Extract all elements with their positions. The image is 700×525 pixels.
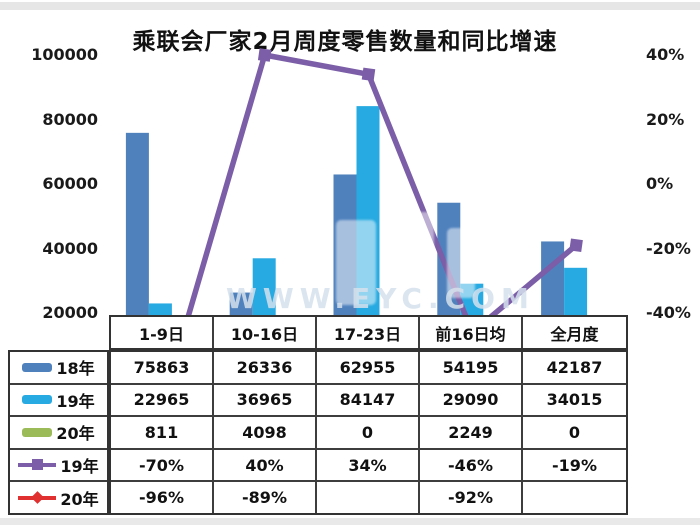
table-cell-19年-17-23日: 34% (317, 449, 420, 483)
table-legend-column: 18年 19年 20年 19年 20年 (8, 350, 109, 515)
table-header-cell: 10-16日 (214, 317, 317, 348)
y-axis-right-label: 40% (646, 45, 685, 64)
legend-label: 18年 (56, 359, 95, 379)
table-cell-20年-17-23日: 0 (317, 417, 420, 450)
bar-18年-全月度 (541, 241, 565, 317)
bar-19年-10-16日 (252, 258, 276, 317)
marker-19年-10-16日 (257, 48, 272, 62)
y-axis-right-label: -40% (646, 303, 691, 322)
legend-row-20年: 20年 (10, 417, 107, 450)
legend-row-19年: 19年 (10, 449, 107, 483)
y-axis-right-label: 20% (646, 109, 685, 129)
bottom-border-strip (0, 518, 700, 525)
legend-bar-swatch (22, 395, 53, 405)
table-cell-20年-前16日均: 2249 (420, 417, 523, 450)
table-cell-19年-10-16日: 40% (214, 449, 317, 483)
legend-row-20年: 20年 (10, 482, 107, 513)
table-cell-19年-1-9日: 22965 (111, 384, 214, 418)
bar-18年-10-16日 (229, 292, 253, 317)
table-cell-20年-17-23日 (317, 482, 420, 513)
table-data-grid: 75863 26336 62955 54195 42187 22965 36965 84147… (109, 350, 628, 515)
legend-row-18年: 18年 (10, 352, 107, 385)
bar-18年-17-23日 (333, 174, 357, 317)
y-axis-left-label: 100000 (31, 45, 98, 64)
table-cell-19年-1-9日: -70% (111, 449, 214, 483)
table-header-cell: 全月度 (523, 317, 626, 348)
y-axis-right-label: 0% (646, 174, 674, 193)
table-cell-19年-前16日均: 29090 (420, 384, 523, 418)
table-cell-20年-前16日均: -92% (420, 482, 523, 513)
table-cell-18年-全月度: 42187 (523, 352, 626, 385)
y-axis-left-label: 80000 (42, 109, 98, 129)
table-header-row: 1-9日 10-16日 17-23日 前16日均 全月度 (109, 315, 628, 350)
top-border-strip (0, 2, 700, 10)
table-cell-20年-10-16日: 4098 (214, 417, 317, 450)
marker-19年-17-23日 (361, 67, 376, 82)
table-header-cell: 前16日均 (420, 317, 523, 348)
table-cell-19年-10-16日: 36965 (214, 384, 317, 418)
y-axis-left-label: 40000 (42, 238, 98, 258)
table-cell-18年-1-9日: 75863 (111, 352, 214, 385)
table-cell-19年-全月度: 34015 (523, 384, 626, 418)
table-cell-20年-1-9日: -96% (111, 482, 214, 513)
table-cell-19年-全月度: -19% (523, 449, 626, 483)
legend-bar-swatch (22, 362, 53, 372)
table-cell-18年-10-16日: 26336 (214, 352, 317, 385)
bar-19年-17-23日 (356, 106, 380, 318)
legend-label: 19年 (60, 457, 99, 477)
table-cell-20年-全月度 (523, 482, 626, 513)
legend-label: 19年 (56, 391, 95, 411)
chart-title: 乘联会厂家2月周度零售数量和同比增速 (132, 29, 558, 55)
bar-19年-全月度 (564, 267, 588, 317)
table-header-cell: 1-9日 (111, 317, 214, 348)
legend-line-swatch (18, 490, 57, 504)
legend-label: 20年 (60, 489, 99, 509)
bar-19年-1-9日 (148, 303, 172, 317)
y-axis-left-label: 60000 (42, 174, 98, 193)
legend-line-swatch (18, 459, 57, 471)
bar-18年-1-9日 (125, 132, 149, 317)
table-cell-19年-前16日均: -46% (420, 449, 523, 483)
table-cell-18年-17-23日: 62955 (317, 352, 420, 385)
table-cell-18年-前16日均: 54195 (420, 352, 523, 385)
legend-label: 20年 (56, 424, 95, 444)
legend-bar-swatch (22, 427, 53, 437)
table-cell-20年-10-16日: -89% (214, 482, 317, 513)
table-header-cell: 17-23日 (317, 317, 420, 348)
marker-19年-全月度 (569, 238, 583, 253)
y-axis-right-label: -20% (646, 238, 691, 258)
legend-row-19年: 19年 (10, 384, 107, 418)
table-cell-20年-1-9日: 811 (111, 417, 214, 450)
legend-diamond-marker-icon (31, 490, 45, 504)
y-axis-left-label: 20000 (42, 303, 98, 322)
table-cell-20年-全月度: 0 (523, 417, 626, 450)
legend-square-marker-icon (32, 459, 44, 471)
table-cell-19年-17-23日: 84147 (317, 384, 420, 418)
